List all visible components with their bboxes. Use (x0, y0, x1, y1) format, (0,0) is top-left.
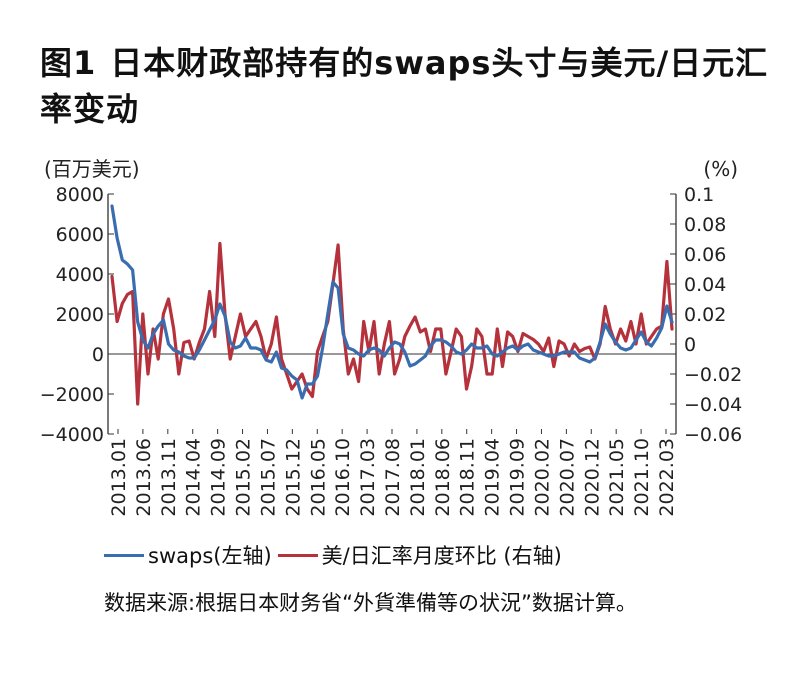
x-tick-label: 2013.06 (133, 438, 155, 517)
left-axis-ticks: 8000 6000 4000 2000 0 −2000 −4000 (40, 184, 114, 446)
right-axis-unit: (%) (703, 157, 738, 181)
left-tick-label: 4000 (56, 264, 104, 286)
x-tick-label: 2016.10 (332, 438, 354, 517)
left-tick-label: 6000 (56, 224, 104, 246)
x-axis-ticks: 2013.01 2013.06 2013.11 2014.04 2014.09 2015.… (108, 429, 678, 517)
right-tick-label: −0.04 (684, 394, 742, 416)
title-text: 日本财政部持有的swaps头寸与美元/日元汇率变动 (40, 44, 769, 128)
right-axis-ticks: 0.1 0.08 0.06 0.04 0.02 0 −0.02 −0.04 −0.06 (670, 184, 742, 446)
left-tick-label: −2000 (40, 384, 104, 406)
x-tick-label: 2014.04 (183, 438, 205, 517)
x-tick-label: 2018.06 (432, 438, 454, 517)
legend-item-fx: 美/日汇率月度环比 (右轴) (277, 540, 562, 570)
right-tick-label: 0.06 (684, 244, 726, 266)
right-tick-label: −0.02 (684, 364, 742, 386)
series-swaps (110, 204, 674, 400)
x-tick-label: 2018.01 (407, 438, 429, 517)
x-tick-label: 2021.05 (606, 438, 628, 517)
right-tick-label: 0 (684, 334, 696, 356)
x-tick-label: 2020.07 (556, 438, 578, 517)
x-tick-label: 2015.07 (257, 438, 279, 517)
x-tick-label: 2017.08 (382, 438, 404, 517)
right-tick-label: 0.04 (684, 274, 726, 296)
legend-swatch-swaps (104, 553, 144, 557)
x-tick-label: 2018.11 (457, 438, 479, 517)
x-tick-label: 2017.03 (357, 438, 379, 517)
x-tick-label: 2021.10 (631, 438, 653, 517)
right-tick-label: 0.1 (684, 184, 714, 206)
x-tick-label: 2016.05 (307, 438, 329, 517)
series-swaps-line (110, 204, 674, 400)
legend-label-fx: 美/日汇率月度环比 (右轴) (321, 544, 562, 568)
left-tick-label: −4000 (40, 424, 104, 446)
right-tick-label: 0.08 (684, 214, 726, 236)
legend-item-swaps: swaps(左轴) (104, 540, 272, 570)
x-tick-label: 2014.09 (208, 438, 230, 517)
x-tick-label: 2015.12 (282, 438, 304, 517)
series-fx-line (110, 241, 674, 406)
left-tick-label: 2000 (56, 304, 104, 326)
series-fx (110, 241, 674, 406)
plot-frame (107, 194, 677, 434)
figure-number: 图1 (40, 44, 97, 82)
x-tick-label: 2020.02 (531, 438, 553, 517)
right-tick-label: 0.02 (684, 304, 726, 326)
x-tick-label: 2015.02 (233, 438, 255, 517)
legend-swatch-fx (277, 553, 318, 557)
left-tick-label: 8000 (56, 184, 104, 206)
line-chart: (百万美元) (%) 8000 6000 4000 2000 0 −2000 −4000 0… (40, 157, 743, 517)
x-tick-label: 2013.01 (108, 438, 130, 517)
legend-label-swaps: swaps(左轴) (148, 544, 272, 568)
left-tick-label: 0 (92, 344, 104, 366)
x-tick-label: 2019.04 (482, 438, 504, 517)
legend: swaps(左轴) 美/日汇率月度环比 (右轴) (104, 540, 568, 570)
chart-title: 图1 日本财政部持有的swaps头寸与美元/日元汇率变动 (40, 40, 780, 132)
x-tick-label: 2013.11 (158, 438, 180, 517)
left-axis-unit: (百万美元) (44, 157, 140, 181)
x-tick-label: 2020.12 (581, 438, 603, 517)
x-tick-label: 2019.09 (507, 438, 529, 517)
right-tick-label: −0.06 (684, 424, 742, 446)
data-source-note: 数据来源:根据日本财务省“外貨準備等の状況”数据计算。 (104, 591, 637, 615)
x-tick-label: 2022.03 (656, 438, 678, 517)
